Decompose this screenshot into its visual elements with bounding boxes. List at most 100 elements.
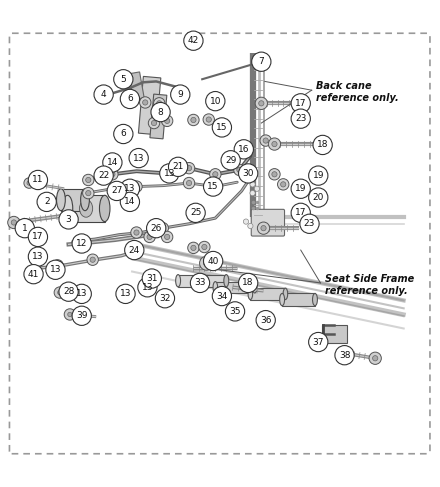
Text: 41: 41 <box>28 270 39 279</box>
Ellipse shape <box>57 189 65 211</box>
Circle shape <box>171 85 190 104</box>
Text: 16: 16 <box>238 145 249 154</box>
Bar <box>67 195 105 222</box>
Circle shape <box>268 138 281 150</box>
Circle shape <box>129 149 148 168</box>
Ellipse shape <box>224 275 229 287</box>
Text: 15: 15 <box>216 123 227 132</box>
Circle shape <box>203 260 209 266</box>
Circle shape <box>15 219 34 238</box>
Circle shape <box>213 171 218 177</box>
Bar <box>178 275 226 287</box>
Text: Seat Side Frame
reference only.: Seat Side Frame reference only. <box>325 274 414 296</box>
Polygon shape <box>139 76 161 134</box>
Circle shape <box>234 164 245 176</box>
Ellipse shape <box>283 288 288 300</box>
Ellipse shape <box>248 288 253 300</box>
Bar <box>282 294 315 306</box>
Circle shape <box>114 124 133 144</box>
Polygon shape <box>150 94 167 139</box>
Circle shape <box>191 273 209 293</box>
Circle shape <box>143 100 148 105</box>
Text: 17: 17 <box>295 99 307 108</box>
FancyBboxPatch shape <box>251 209 285 236</box>
Text: 4: 4 <box>101 90 106 99</box>
Circle shape <box>148 117 160 129</box>
Text: 39: 39 <box>76 311 88 320</box>
Circle shape <box>200 256 213 270</box>
Circle shape <box>300 214 319 233</box>
Text: 40: 40 <box>207 257 219 265</box>
Text: 5: 5 <box>121 75 126 84</box>
Circle shape <box>184 31 203 50</box>
Circle shape <box>120 89 139 109</box>
Circle shape <box>308 188 328 207</box>
Ellipse shape <box>253 281 257 293</box>
Text: 12: 12 <box>76 239 88 248</box>
Circle shape <box>134 184 139 189</box>
Text: 14: 14 <box>124 197 136 206</box>
Circle shape <box>252 52 271 72</box>
Circle shape <box>169 157 188 176</box>
Text: 37: 37 <box>312 337 324 347</box>
Text: 42: 42 <box>188 36 199 45</box>
Circle shape <box>257 222 270 234</box>
Circle shape <box>202 244 207 250</box>
Circle shape <box>203 114 214 125</box>
Circle shape <box>238 273 258 293</box>
Polygon shape <box>322 325 347 343</box>
Text: 6: 6 <box>127 94 133 103</box>
Circle shape <box>151 120 157 126</box>
Circle shape <box>373 356 378 361</box>
Circle shape <box>113 185 125 196</box>
Text: 38: 38 <box>339 351 350 360</box>
Circle shape <box>90 257 95 262</box>
Circle shape <box>107 160 113 165</box>
Circle shape <box>250 190 255 196</box>
Text: 13: 13 <box>76 289 88 299</box>
Circle shape <box>94 85 113 104</box>
Text: 18: 18 <box>317 140 328 150</box>
Circle shape <box>256 311 275 330</box>
Circle shape <box>24 264 43 284</box>
Circle shape <box>116 187 121 193</box>
Text: 13: 13 <box>120 289 131 299</box>
Circle shape <box>209 169 221 180</box>
Ellipse shape <box>80 200 93 217</box>
Circle shape <box>83 187 94 199</box>
Text: 21: 21 <box>172 162 184 171</box>
Circle shape <box>187 166 192 171</box>
Circle shape <box>212 118 231 137</box>
Circle shape <box>250 182 255 187</box>
Polygon shape <box>129 72 144 100</box>
Circle shape <box>142 269 161 288</box>
Ellipse shape <box>213 281 218 293</box>
Circle shape <box>72 284 92 303</box>
Circle shape <box>308 166 328 185</box>
Circle shape <box>134 230 139 235</box>
Text: 11: 11 <box>32 175 44 185</box>
Text: 35: 35 <box>229 307 241 316</box>
Circle shape <box>335 346 354 365</box>
Circle shape <box>188 114 199 126</box>
Circle shape <box>138 278 157 297</box>
Circle shape <box>105 157 116 168</box>
Ellipse shape <box>312 294 317 306</box>
Circle shape <box>27 181 31 185</box>
Text: 20: 20 <box>312 193 324 202</box>
Circle shape <box>28 227 48 246</box>
Circle shape <box>86 190 91 196</box>
Text: 34: 34 <box>216 292 227 300</box>
Circle shape <box>52 260 63 271</box>
Text: 26: 26 <box>150 224 162 233</box>
Circle shape <box>221 150 240 170</box>
Circle shape <box>131 227 142 238</box>
Text: 3: 3 <box>66 215 71 224</box>
Circle shape <box>165 171 170 176</box>
Bar <box>215 281 255 293</box>
Circle shape <box>157 223 169 234</box>
Text: 13: 13 <box>133 153 144 163</box>
Circle shape <box>206 117 211 122</box>
Text: 6: 6 <box>121 130 126 138</box>
Circle shape <box>259 101 264 106</box>
